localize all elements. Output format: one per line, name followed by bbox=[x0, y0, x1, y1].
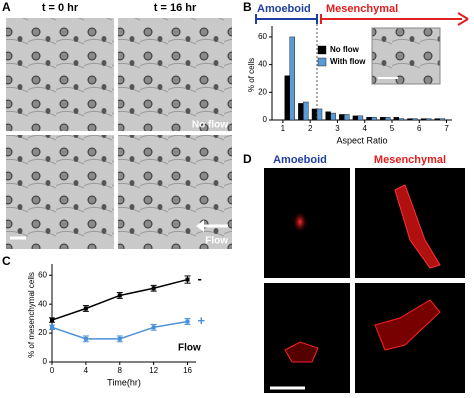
bar bbox=[311, 108, 318, 121]
bar bbox=[398, 118, 405, 121]
bar bbox=[393, 117, 400, 121]
column-header: t = 0 hr bbox=[42, 2, 79, 14]
marker bbox=[151, 286, 156, 291]
x-tick-label: 5 bbox=[390, 124, 395, 133]
x-axis-label: Aspect Ratio bbox=[336, 135, 387, 145]
y-axis-label: % of cells bbox=[247, 58, 256, 92]
inset-image bbox=[371, 27, 441, 85]
annotation: Flow bbox=[205, 236, 228, 247]
marker bbox=[117, 293, 122, 298]
bar bbox=[366, 117, 372, 121]
micrograph bbox=[6, 135, 114, 249]
y-tick-label: 40 bbox=[38, 299, 47, 308]
legend-swatch bbox=[317, 45, 327, 55]
bar bbox=[357, 115, 364, 121]
bar bbox=[384, 117, 391, 121]
bar bbox=[407, 118, 413, 121]
bar bbox=[339, 114, 345, 121]
x-axis-label: Time(hr) bbox=[107, 377, 141, 387]
marker bbox=[83, 336, 88, 341]
legend-title: Flow bbox=[178, 343, 201, 354]
x-tick-label: 12 bbox=[149, 366, 158, 375]
fluorescence-image bbox=[264, 168, 350, 278]
marker bbox=[185, 277, 190, 282]
bar bbox=[344, 114, 350, 121]
annotation: No flow bbox=[192, 120, 228, 131]
series-line bbox=[51, 278, 188, 321]
bar bbox=[420, 118, 427, 121]
panel-label: A bbox=[2, 0, 11, 14]
cell bbox=[293, 212, 307, 232]
legend-swatch bbox=[317, 57, 327, 67]
x-tick-label: 6 bbox=[417, 124, 422, 133]
marker bbox=[185, 319, 190, 324]
y-tick-label: 0 bbox=[263, 115, 268, 124]
marker bbox=[117, 336, 122, 341]
legend-label: With flow bbox=[330, 57, 366, 66]
bar bbox=[434, 118, 440, 121]
phase-label: Amoeboid bbox=[257, 3, 311, 15]
legend-label: No flow bbox=[330, 45, 360, 54]
legend-label: - bbox=[198, 271, 202, 286]
x-tick-label: 4 bbox=[84, 366, 89, 375]
y-tick-label: 60 bbox=[38, 270, 47, 279]
x-tick-label: 0 bbox=[50, 366, 55, 375]
x-tick-label: 1 bbox=[281, 124, 286, 133]
y-tick-label: 20 bbox=[258, 87, 267, 96]
micrograph bbox=[6, 18, 114, 131]
bar bbox=[316, 108, 323, 121]
x-tick-label: 2 bbox=[308, 124, 313, 133]
bar bbox=[298, 103, 304, 121]
column-header: t = 16 hr bbox=[154, 2, 197, 14]
bar bbox=[303, 101, 309, 121]
micrograph bbox=[118, 135, 232, 249]
bar bbox=[379, 117, 386, 121]
column-header: Amoeboid bbox=[273, 154, 327, 166]
column-header: Mesenchymal bbox=[374, 154, 446, 166]
bar bbox=[412, 118, 418, 121]
panel-label: D bbox=[243, 152, 252, 166]
cell bbox=[394, 184, 441, 269]
y-tick-label: 40 bbox=[258, 60, 267, 69]
panel-label: B bbox=[243, 0, 252, 14]
phase-label: Mesenchymal bbox=[326, 3, 398, 15]
marker bbox=[83, 306, 88, 311]
bar bbox=[330, 112, 336, 121]
marker bbox=[151, 325, 156, 330]
y-tick-label: 0 bbox=[43, 357, 48, 366]
phase-arrow-head bbox=[457, 12, 469, 26]
marker bbox=[50, 325, 54, 330]
micrograph bbox=[118, 18, 232, 131]
x-tick-label: 4 bbox=[363, 124, 368, 133]
marker bbox=[50, 318, 54, 323]
bar bbox=[352, 115, 359, 121]
x-tick-label: 3 bbox=[335, 124, 340, 133]
panel-label: C bbox=[2, 254, 11, 268]
cell bbox=[374, 299, 441, 351]
x-tick-label: 7 bbox=[444, 124, 449, 133]
y-tick-label: 60 bbox=[258, 32, 267, 41]
legend-label: + bbox=[198, 313, 206, 328]
x-tick-label: 8 bbox=[118, 366, 123, 375]
bar bbox=[289, 36, 295, 121]
y-tick-label: 20 bbox=[38, 328, 47, 337]
cell bbox=[284, 341, 319, 363]
bar bbox=[284, 75, 290, 121]
flow-arrow-head bbox=[196, 220, 204, 232]
y-axis-label: % of mesenchymal cells bbox=[27, 272, 36, 358]
bar bbox=[325, 111, 331, 121]
bar bbox=[425, 118, 432, 121]
bar bbox=[439, 118, 445, 121]
fluorescence-image bbox=[264, 283, 350, 393]
x-tick-label: 16 bbox=[183, 366, 192, 375]
bar bbox=[371, 117, 377, 121]
